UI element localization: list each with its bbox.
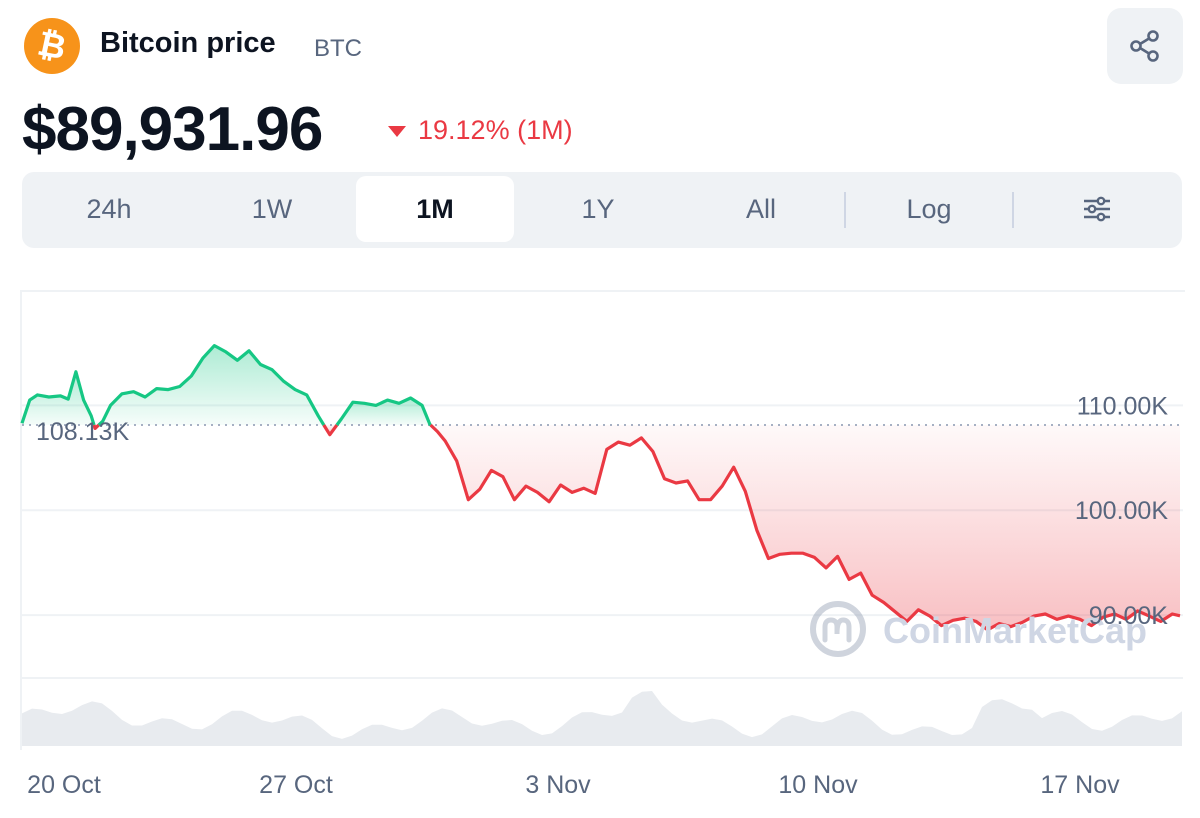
baseline-label: 108.13K [36, 418, 129, 446]
range-1m-button[interactable]: 1M [356, 176, 514, 242]
y-tick-label: 110.00K [1077, 392, 1169, 420]
range-all-button[interactable]: All [745, 193, 776, 224]
price-line-up [20, 370, 96, 426]
price-line-down [429, 423, 1181, 632]
share-button[interactable] [1107, 8, 1183, 84]
divider [1012, 192, 1014, 228]
gain-area [22, 371, 94, 425]
log-scale-button[interactable]: Log [906, 193, 952, 224]
sliders-icon [1084, 196, 1110, 222]
x-tick-label: 27 Oct [259, 771, 333, 799]
loss-area [430, 424, 1181, 630]
price-line-down [92, 423, 100, 430]
gain-area [336, 398, 431, 425]
chart-frame [20, 290, 1185, 750]
watermark-text: CoinMarketCap [883, 610, 1147, 651]
current-price: $89,931.96 [22, 95, 323, 164]
bitcoin-logo-icon: ₿ [24, 18, 80, 74]
coinmarketcap-logo-icon [810, 601, 866, 657]
divider [844, 192, 846, 228]
gain-area [98, 345, 324, 425]
x-tick-label: 20 Oct [27, 771, 101, 799]
price-line-down [322, 424, 339, 437]
x-tick-label: 3 Nov [525, 771, 591, 799]
y-tick-label: 100.00K [1075, 497, 1168, 525]
price-line-up [97, 344, 326, 427]
caret-down-icon [388, 126, 406, 137]
price-change: 19.12% (1M) [418, 115, 573, 145]
price-line-up [335, 396, 432, 427]
range-1w-button[interactable]: 1W [251, 193, 293, 224]
coin-title: Bitcoin price [100, 27, 276, 59]
y-tick-label: 90.00K [1089, 602, 1169, 630]
share-icon [1130, 30, 1159, 62]
coin-symbol: BTC [314, 35, 362, 62]
range-1y-button[interactable]: 1Y [581, 193, 615, 224]
chart-settings-button[interactable] [1018, 176, 1176, 242]
x-tick-label: 10 Nov [778, 771, 858, 799]
range-24h-button[interactable]: 24h [86, 193, 132, 224]
volume-area [22, 690, 1182, 746]
x-tick-label: 17 Nov [1040, 771, 1120, 799]
time-range-selector: 24h 1W 1M 1Y All Log [22, 172, 1182, 248]
